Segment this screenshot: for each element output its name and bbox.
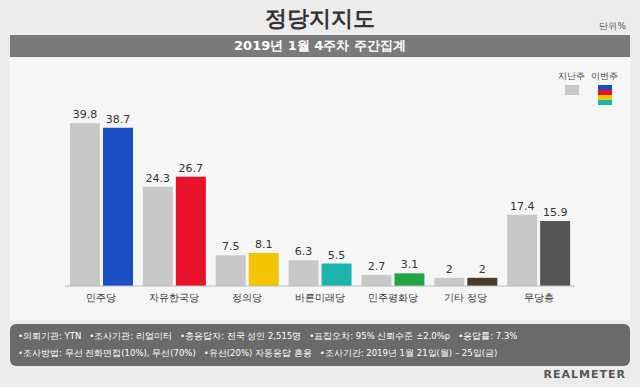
svg-text:무당층: 무당층 <box>524 292 554 303</box>
html-text:•표집오차: 95% 신뢰수준 ±2.0%p: •표집오차: 95% 신뢰수준 ±2.0%p <box>309 331 451 341</box>
svg-text:기타 정당: 기타 정당 <box>444 292 487 303</box>
svg-text:5.5: 5.5 <box>328 249 346 262</box>
svg-text:2: 2 <box>446 263 453 276</box>
svg-text:바른미래당: 바른미래당 <box>295 292 345 303</box>
html-text:단위%: 단위% <box>599 21 626 31</box>
svg-text:민주당: 민주당 <box>86 292 116 303</box>
svg-text:자유한국당: 자유한국당 <box>149 292 199 303</box>
svg-text:2: 2 <box>479 263 486 276</box>
svg-text:정의당: 정의당 <box>232 292 262 303</box>
html-text:•총응답자: 전국 성인 2,515명: •총응답자: 전국 성인 2,515명 <box>179 331 302 341</box>
svg-text:8.1: 8.1 <box>255 238 273 251</box>
html-text:•응답률: 7.3%: •응답률: 7.3% <box>458 331 518 341</box>
svg-text:24.3: 24.3 <box>146 172 171 185</box>
svg-text:38.7: 38.7 <box>106 113 131 126</box>
html-text:지난주: 지난주 <box>558 71 585 81</box>
html-text:•조사기관: 리얼미터: •조사기관: 리얼미터 <box>89 331 172 341</box>
html-text:2019년 1월 4주차 주간집계: 2019년 1월 4주차 주간집계 <box>234 38 406 53</box>
svg-text:민주평화당: 민주평화당 <box>368 292 418 303</box>
svg-text:2.7: 2.7 <box>368 260 386 273</box>
html-text:정당지지도: 정당지지도 <box>265 6 375 31</box>
html-text:REALMETER: REALMETER <box>543 368 626 381</box>
svg-text:6.3: 6.3 <box>295 245 313 258</box>
svg-text:17.4: 17.4 <box>510 200 534 213</box>
html-text:•조사기간: 2019년 1월 21일(월) – 25일(금: •조사기간: 2019년 1월 21일(월) – 25일(금) <box>319 348 498 358</box>
svg-text:39.8: 39.8 <box>73 108 98 121</box>
html-text:•유선(20%) 자동응답 혼용: •유선(20%) 자동응답 혼용 <box>203 348 312 358</box>
svg-text:15.9: 15.9 <box>543 206 568 219</box>
svg-text:3.1: 3.1 <box>401 258 419 271</box>
html-text:이번주: 이번주 <box>591 71 618 81</box>
svg-text:26.7: 26.7 <box>179 162 204 175</box>
svg-text:7.5: 7.5 <box>222 240 240 253</box>
html-text:•조사방법: 무선 전화면접(10%), 무선(70%): •조사방법: 무선 전화면접(10%), 무선(70%) <box>18 348 196 358</box>
html-text:•의뢰기관: YTN: •의뢰기관: YTN <box>18 331 82 341</box>
